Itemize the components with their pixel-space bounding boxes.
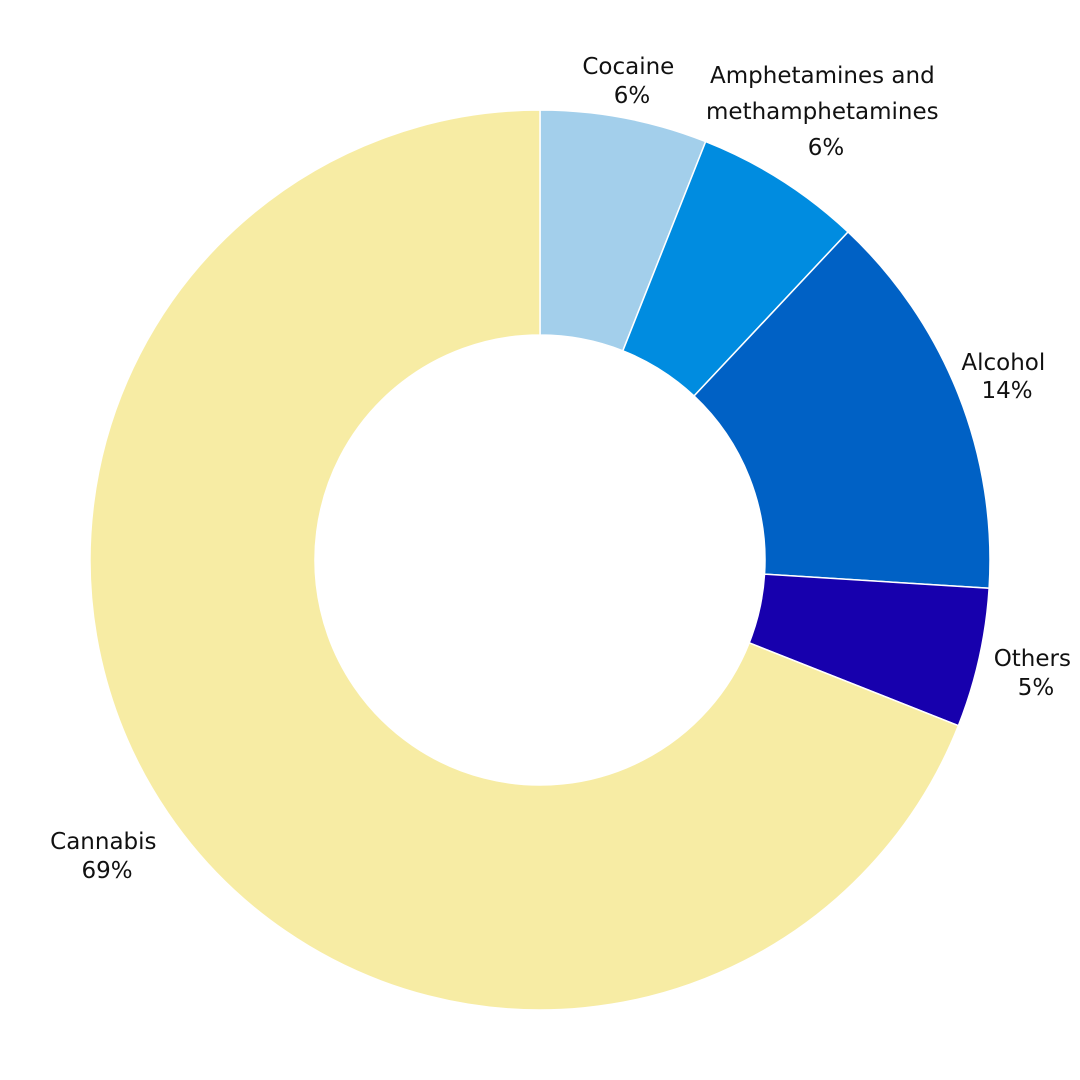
slice-label-others-name: Others — [994, 646, 1071, 672]
slice-labels: Cocaine 6% Amphetamines and methamphetam… — [50, 54, 1079, 884]
slice-label-cocaine: Cocaine 6% — [582, 54, 681, 109]
slice-label-cannabis: Cannabis 69% — [50, 829, 164, 884]
slice-label-alcohol: Alcohol 14% — [961, 350, 1052, 404]
donut-slices — [89, 109, 991, 1011]
slice-label-amphetamines: Amphetamines and methamphetamines 6% — [706, 63, 946, 161]
slice-label-alcohol-name: Alcohol — [961, 350, 1045, 376]
slice-label-cocaine-name: Cocaine — [582, 54, 674, 80]
slice-label-others: Others 5% — [994, 646, 1079, 701]
slice-label-cocaine-value: 6% — [614, 83, 651, 109]
slice-cannabis — [89, 109, 960, 1011]
slice-label-amphetamines-line2: methamphetamines — [706, 99, 939, 125]
slice-label-alcohol-value: 14% — [981, 378, 1032, 404]
slice-label-others-value: 5% — [1018, 675, 1055, 701]
slice-alcohol — [692, 230, 991, 590]
slice-label-cannabis-value: 69% — [81, 858, 132, 884]
slice-label-amphetamines-line1: Amphetamines and — [710, 63, 935, 89]
slice-label-amphetamines-value: 6% — [808, 135, 845, 161]
slice-label-cannabis-name: Cannabis — [50, 829, 156, 855]
